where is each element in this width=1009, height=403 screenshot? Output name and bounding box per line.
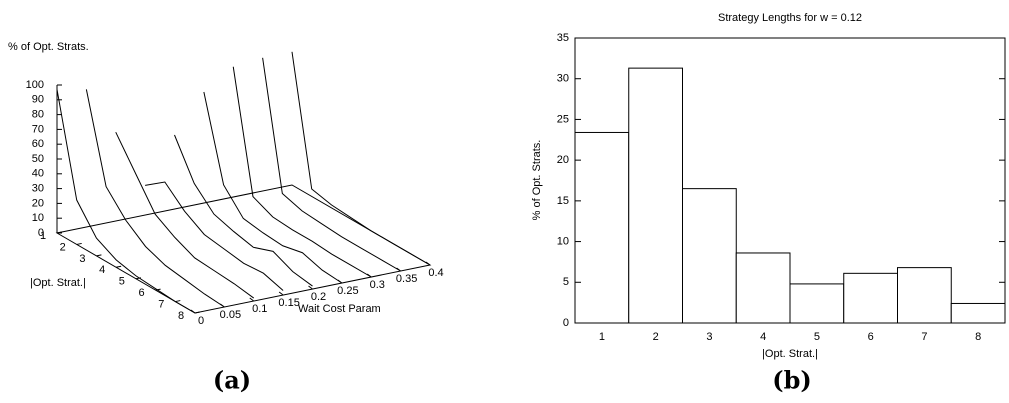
x-axis-label: |Opt. Strat.| [30,277,86,289]
y-tick-label: 0 [563,317,569,329]
x-tick [96,254,102,257]
x-tick-label: 1 [40,230,46,242]
x-tick-label: 3 [79,253,85,265]
y-tick [249,297,255,302]
y-tick-label: 0.15 [278,297,299,309]
series-line [262,57,401,272]
x-tick [175,300,181,303]
bar [843,272,898,324]
y-axis-label: % of Opt. Strats. [531,140,543,221]
y-tick-label: 25 [557,113,569,125]
z-tick-label: 50 [32,153,44,165]
series-line [145,181,284,291]
bar [789,283,845,324]
x-tick-label: 7 [921,331,927,343]
series-line [174,134,313,287]
x-tick [155,288,161,291]
series-line [291,51,431,266]
x-tick-label: 2 [60,241,66,253]
z-tick-label: 60 [32,138,44,150]
x-tick [116,265,122,268]
z-tick-label: 30 [32,183,44,195]
bar [628,67,683,324]
bar [574,131,630,324]
chart-title: Strategy Lengths for w = 0.12 [718,12,862,24]
bar [950,302,1006,324]
y-tick-label: 0 [198,315,204,327]
x-tick [135,277,141,280]
x-tick [194,311,201,314]
z-tick-label: 40 [32,168,44,180]
bar [735,252,791,324]
y-tick-label: 0.35 [396,273,417,285]
x-tick-label: 5 [119,276,125,288]
x-tick-label: 3 [706,331,712,343]
y-tick-label: 0.05 [220,309,241,321]
x-axis-label: |Opt. Strat.| [762,348,818,360]
z-tick-label: 10 [32,212,44,224]
x-tick-label: 2 [653,331,659,343]
base-plane [55,184,432,314]
x-tick-label: 1 [599,331,605,343]
z-tick-label: 80 [32,109,44,121]
x-tick-label: 4 [99,264,105,276]
y-tick-label: 0.3 [370,279,385,291]
z-tick-label: 70 [32,123,44,135]
x-tick [76,242,82,245]
z-tick-label: 0 [38,227,44,239]
series-line [203,91,343,284]
y-tick-label: 15 [557,195,569,207]
z-tick-label: 20 [32,197,44,209]
x-tick-label: 6 [868,331,874,343]
y-tick-label: 5 [563,276,569,288]
x-tick-label: 8 [178,310,184,322]
x-tick-label: 4 [760,331,766,343]
z-tick-label: 100 [26,79,44,91]
caption: (a) [213,366,251,395]
y-tick-label: 0.4 [428,267,443,279]
y-tick-label: 0.25 [337,285,358,297]
series-line [232,66,372,278]
z-axis-label: % of Opt. Strats. [8,41,89,53]
x-tick-label: 5 [814,331,820,343]
y-axis-label: Wait Cost Param [298,303,381,315]
plot-frame [574,37,1006,324]
y-tick-label: 30 [557,73,569,85]
y-tick-label: 20 [557,154,569,166]
z-tick-label: 90 [32,94,44,106]
caption: (b) [772,366,812,395]
bar [682,188,737,324]
x-tick-label: 6 [139,287,145,299]
x-tick-label: 8 [975,331,981,343]
y-tick-label: 10 [557,235,569,247]
y-tick [308,285,313,290]
y-tick [278,291,284,296]
y-tick-label: 0.2 [311,291,326,303]
y-tick-label: 35 [557,32,569,44]
x-tick [56,231,63,234]
series-line [56,89,196,314]
series-line [85,89,225,308]
y-tick-label: 0.1 [252,303,267,315]
x-tick-label: 7 [158,298,164,310]
series-line [115,131,255,299]
bar [897,267,952,324]
